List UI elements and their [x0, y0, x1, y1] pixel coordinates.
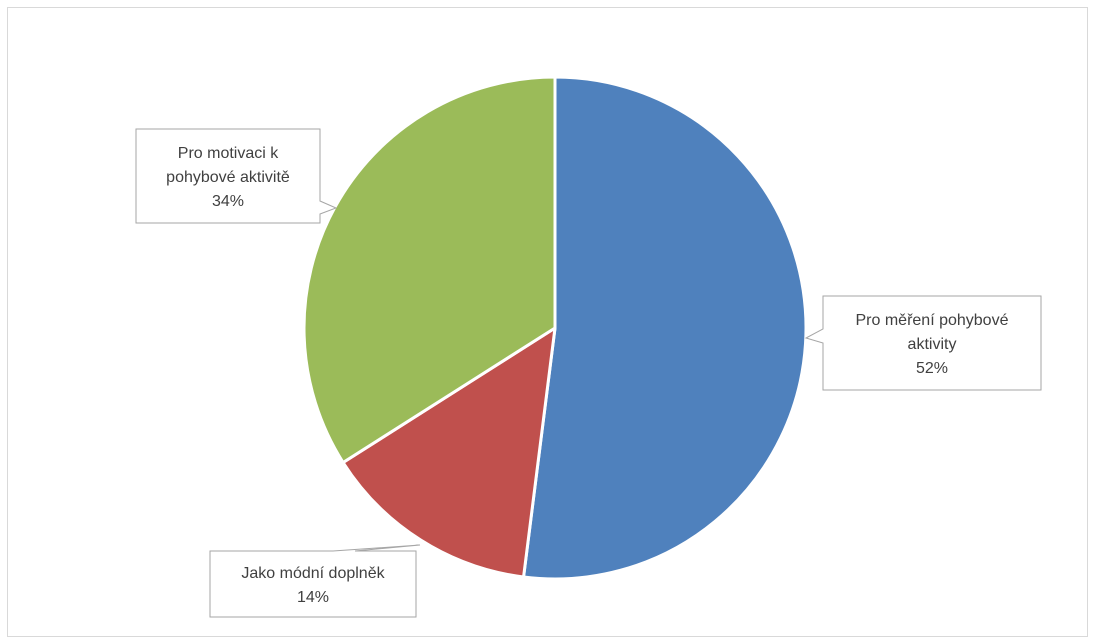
- callout-1: Jako módní doplněk 14%: [209, 544, 421, 618]
- data-label-category: Pro motivaci k: [178, 145, 279, 162]
- data-label-category: Pro měření pohybové: [856, 312, 1009, 329]
- callout-box: [135, 128, 338, 224]
- data-label-percent: 52%: [916, 360, 948, 377]
- data-label-percent: 14%: [297, 589, 329, 606]
- pie-slice-1: [341, 326, 557, 579]
- callout-2: Pro motivaci k pohybové aktivitě 34%: [135, 128, 338, 224]
- callout-box: [804, 295, 1042, 391]
- data-label-percent: 34%: [212, 193, 244, 210]
- data-label-callouts: Pro měření pohybové aktivity 52% Jako módní…: [135, 128, 1042, 618]
- pie-slice-0: [522, 75, 808, 581]
- pie-slices: [302, 75, 808, 581]
- callout-box: [209, 544, 421, 618]
- data-label-category: aktivity: [908, 336, 957, 353]
- callout-0: Pro měření pohybové aktivity 52%: [804, 295, 1042, 391]
- data-label-category: Jako módní doplněk: [241, 565, 385, 582]
- data-label-category: pohybové aktivitě: [166, 169, 290, 186]
